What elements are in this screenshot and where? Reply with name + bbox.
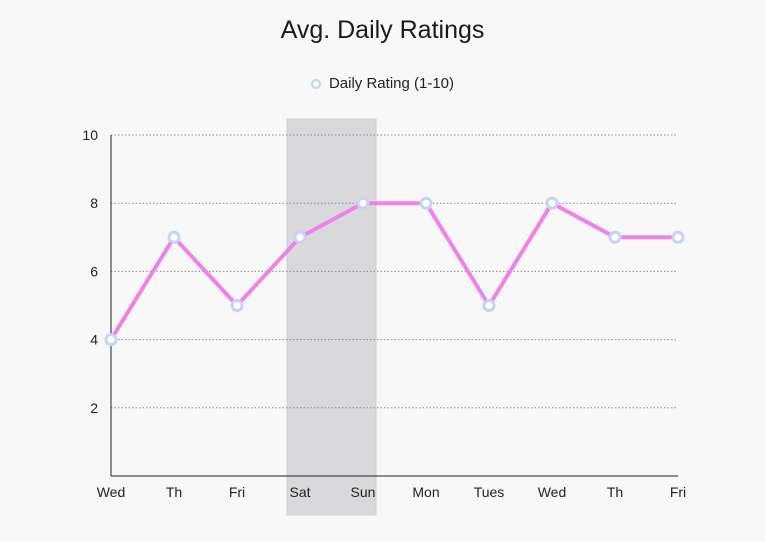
highlight-band [286,118,377,516]
data-point [608,230,622,244]
data-point [293,230,307,244]
data-point [419,196,433,210]
series-line [109,201,680,342]
x-tick-label: Tues [474,484,505,500]
y-tick-label: 6 [90,263,98,279]
x-tick-label: Fri [229,484,245,500]
x-tick-label: Th [166,484,182,500]
x-tick-label: Wed [97,484,126,500]
data-point [482,299,496,312]
x-tick-label: Th [607,484,623,500]
chart-title: Avg. Daily Ratings [280,16,485,44]
x-tick-label: Wed [538,484,567,500]
y-tick-label: 4 [90,332,98,348]
data-point [167,230,181,244]
legend-marker-icon [310,78,321,89]
data-point [671,230,685,244]
data-point [356,196,370,210]
data-point [545,196,559,210]
y-tick-label: 2 [90,400,98,416]
data-point [104,333,118,347]
y-tick-label: 8 [90,195,98,211]
x-tick-label: Fri [670,484,686,500]
y-tick-label: 10 [82,127,98,143]
data-point [230,299,244,312]
x-tick-label: Sat [289,484,310,500]
x-tick-label: Sun [351,484,376,500]
legend: Daily Rating (1-10) [0,75,765,93]
legend-label: Daily Rating (1-10) [328,75,455,92]
x-tick-label: Mon [412,484,439,500]
